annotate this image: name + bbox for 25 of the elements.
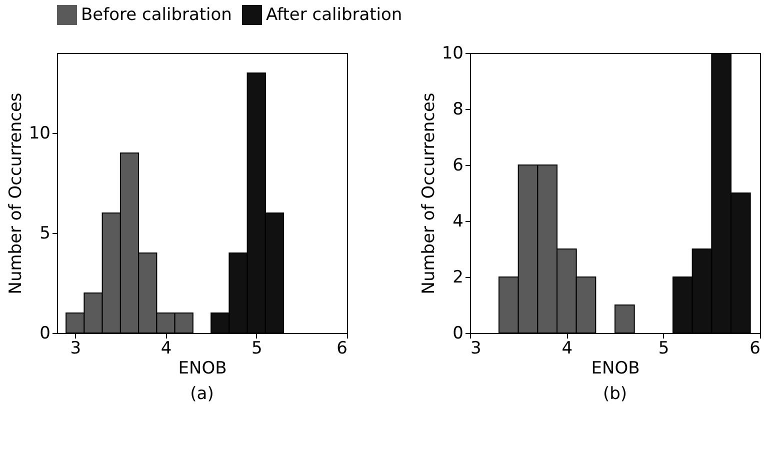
x-axis-title: ENOB (178, 358, 227, 378)
text: (b) (602, 384, 628, 404)
x-tick-label: 5 (251, 338, 262, 358)
y-axis-title: Number of Occurrences (418, 92, 439, 294)
legend-label: After calibration (266, 5, 402, 25)
y-tick-label: 0 (452, 324, 464, 344)
x-tick-label: 6 (336, 338, 348, 358)
y-axis-title: Number of Occurrences (6, 92, 26, 294)
x-tick-label: 4 (160, 338, 172, 358)
y-tick-label: 2 (452, 268, 464, 288)
x-tick-label: 6 (750, 338, 760, 358)
y-tick-label: 10 (28, 124, 50, 144)
y-tick-label: 6 (452, 156, 464, 176)
x-tick-label: 3 (70, 338, 82, 358)
y-tick-label: 8 (452, 100, 464, 120)
y-tick-label: 4 (452, 212, 464, 232)
y-tick-label: 10 (442, 44, 464, 64)
y-tick-label: 0 (40, 324, 50, 344)
x-tick-label: 4 (562, 338, 573, 358)
legend-label: Before calibration (81, 5, 232, 25)
x-tick-label: 5 (658, 338, 670, 358)
y-tick-label: 5 (40, 224, 50, 244)
x-tick-label: 3 (470, 338, 482, 358)
x-axis-title: ENOB (591, 358, 640, 378)
text: (a) (190, 384, 214, 404)
